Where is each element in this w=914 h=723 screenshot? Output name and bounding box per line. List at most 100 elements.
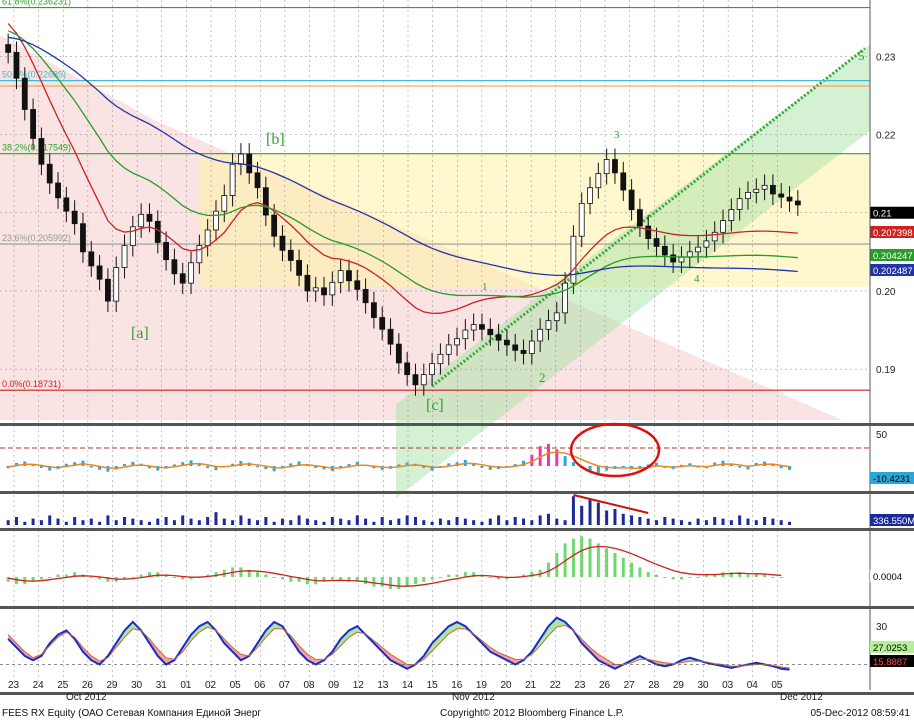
x-axis: 23 24 25 26 29 30 31 01 02 05 06 07 08 09 12 13 14 15 16 19…: [8, 680, 823, 703]
volume-bar: [646, 518, 650, 525]
macd-bar: [347, 577, 351, 582]
stochastic-fill: [199, 621, 208, 633]
stochastic-panel: 30: [0, 616, 888, 671]
osc-bar: [280, 466, 284, 469]
macd-bar: [389, 577, 393, 589]
candle-body: [138, 213, 145, 228]
descending-wedge-fill: [0, 35, 842, 420]
x-tick-label: 22: [550, 680, 562, 691]
price-tick-label: 0.22: [876, 131, 896, 142]
volume-bar: [330, 517, 334, 525]
macd-panel: [6, 536, 783, 589]
moving-average-line: [7, 30, 798, 298]
osc-bar: [272, 466, 276, 472]
wave-label: 4: [694, 273, 700, 285]
volume-bar: [181, 515, 185, 525]
candle-body: [578, 202, 585, 237]
macd-bar: [530, 572, 534, 577]
osc-bar: [605, 466, 609, 471]
macd-bar: [98, 577, 102, 580]
macd-bar: [555, 553, 559, 577]
candle-body: [129, 226, 136, 246]
macd-bar: [64, 574, 68, 577]
price-tag-text: 336.550M: [873, 516, 914, 527]
last-price-tag: 0.21: [870, 206, 914, 220]
volume-bar: [630, 515, 634, 525]
macd-bar: [746, 574, 750, 577]
volume-bar: [289, 520, 293, 525]
volume-bar: [247, 518, 251, 525]
macd-bar: [289, 577, 293, 582]
macd-bar: [455, 574, 459, 577]
osc-bar: [297, 461, 301, 466]
volume-bar: [305, 518, 309, 525]
osc-bar: [721, 460, 725, 466]
stochastic-fill: [299, 645, 308, 661]
candle-body: [30, 109, 36, 139]
candle-body: [429, 363, 435, 376]
candle-body: [362, 288, 369, 304]
x-tick-label: 16: [451, 680, 463, 691]
channel-midline: [431, 47, 866, 388]
candle-body: [454, 338, 460, 346]
macd-bar: [571, 538, 575, 577]
stochastic-fill: [606, 659, 615, 669]
osc-bar: [538, 446, 542, 466]
month-label: Nov 2012: [452, 692, 495, 703]
macd-bar: [380, 577, 384, 587]
volume-bar: [638, 517, 642, 525]
macd-bar: [771, 577, 775, 578]
x-tick-label: 26: [82, 680, 94, 691]
macd-bar: [613, 553, 617, 577]
candle-body: [113, 267, 120, 302]
volume-bar: [14, 517, 18, 525]
price-panel: 0.190.200.210.220.2361.8%(0.236231)50.0%…: [0, 0, 896, 690]
osc-bar: [206, 466, 210, 468]
x-tick-label: 28: [648, 680, 660, 691]
volume-bar: [89, 518, 93, 525]
candle-body: [304, 274, 311, 292]
x-tick-label: 21: [525, 680, 537, 691]
macd-bar: [39, 577, 43, 580]
x-tick-label: 31: [156, 680, 168, 691]
volume-bar: [39, 520, 43, 525]
x-tick-label: 09: [328, 680, 340, 691]
macd-bar: [488, 577, 492, 578]
fib-label: 0.0%(0.18731): [2, 379, 61, 389]
candle-body: [553, 312, 560, 322]
osc-bar: [156, 466, 160, 471]
volume-bar: [413, 517, 417, 525]
osc-signal-line: [8, 451, 790, 470]
x-tick-label: 01: [180, 680, 192, 691]
price-tag-bg: [870, 206, 914, 219]
osc-bar: [530, 454, 534, 466]
volume-bar: [389, 520, 393, 525]
panel-separator: [0, 528, 914, 531]
stochastic-fill: [191, 626, 200, 641]
macd-bar: [322, 577, 326, 582]
volume-bar: [81, 520, 85, 525]
macd-bar: [48, 577, 52, 578]
volume-bar: [397, 518, 401, 525]
macd-bar: [6, 577, 10, 582]
osc-bar: [289, 463, 293, 466]
osc-tick-label: 50: [876, 430, 888, 441]
panel-separator: [0, 606, 914, 609]
candle-body: [761, 184, 768, 190]
macd-bar: [763, 574, 767, 577]
volume-bar: [538, 515, 542, 525]
x-tick-label: 12: [353, 680, 365, 691]
macd-bar: [655, 574, 659, 577]
candle-body: [329, 281, 336, 296]
x-tick-label: 25: [57, 680, 69, 691]
volume-bar: [280, 518, 284, 525]
volume-panel: [6, 494, 792, 525]
price-tag-bg: [870, 226, 914, 238]
x-tick-label: 24: [33, 680, 45, 691]
volume-bar: [605, 510, 609, 525]
volume-bar: [139, 520, 143, 525]
osc-bar: [596, 466, 600, 473]
macd-bar: [106, 577, 110, 582]
macd-bar: [73, 572, 77, 577]
volume-bar: [713, 517, 717, 525]
